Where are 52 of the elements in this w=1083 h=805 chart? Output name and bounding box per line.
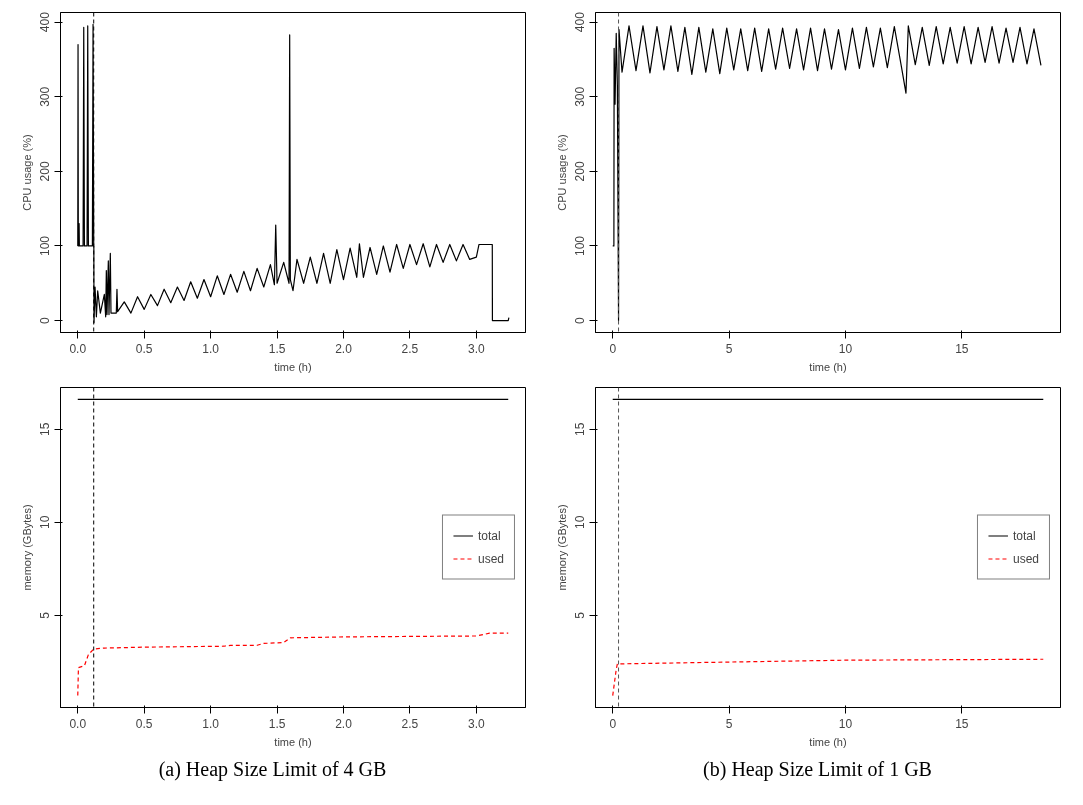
- y-tick-label: 10: [38, 515, 53, 530]
- x-axis-title: time (h): [809, 735, 847, 748]
- y-axis-title: CPU usage (%): [555, 134, 568, 211]
- x-tick-label: 3.0: [468, 341, 486, 356]
- x-tick-label: 5: [725, 716, 733, 731]
- y-tick-label: 400: [573, 11, 588, 33]
- x-tick-label: 0.5: [135, 341, 153, 356]
- y-tick-label: 300: [573, 86, 588, 107]
- x-tick-label: 1.0: [202, 716, 220, 731]
- x-axis-title: time (h): [274, 360, 312, 373]
- x-tick-label: 15: [955, 341, 969, 356]
- x-tick-label: 1.5: [268, 341, 286, 356]
- y-tick-label: 300: [38, 86, 53, 107]
- x-axis-title: time (h): [809, 360, 847, 373]
- x-tick-label: 0: [609, 716, 617, 731]
- x-tick-label: 5: [725, 341, 733, 356]
- y-tick-label: 5: [38, 611, 53, 619]
- y-tick-label: 0: [38, 316, 53, 324]
- x-tick-label: 15: [955, 716, 969, 731]
- y-tick-label: 400: [38, 11, 53, 33]
- x-tick-label: 1.5: [268, 716, 286, 731]
- x-tick-label: 0.5: [135, 716, 153, 731]
- x-tick-label: 2.5: [401, 716, 419, 731]
- y-tick-label: 200: [38, 161, 53, 182]
- text: (a) Heap Size Limit of 4 GB: [158, 757, 387, 783]
- x-axis-title: time (h): [274, 735, 312, 748]
- legend-label: total: [477, 528, 501, 543]
- legend-label: used: [1012, 551, 1039, 566]
- x-tick-label: 2.0: [335, 341, 353, 356]
- y-axis-title: memory (GBytes): [20, 504, 33, 591]
- y-tick-label: 0: [573, 316, 588, 324]
- y-tick-label: 10: [573, 515, 588, 530]
- y-tick-label: 100: [38, 235, 53, 256]
- x-tick-label: 3.0: [468, 716, 486, 731]
- y-tick-label: 15: [573, 422, 588, 436]
- y-axis-title: memory (GBytes): [555, 504, 568, 591]
- y-tick-label: 15: [38, 422, 53, 436]
- text: (b) Heap Size Limit of 1 GB: [703, 757, 932, 783]
- x-tick-label: 1.0: [202, 341, 220, 356]
- x-tick-label: 2.5: [401, 341, 419, 356]
- legend-label: total: [1012, 528, 1036, 543]
- x-tick-label: 0.0: [69, 341, 87, 356]
- y-tick-label: 5: [573, 611, 588, 619]
- legend-label: used: [477, 551, 504, 566]
- y-tick-label: 200: [573, 161, 588, 182]
- y-tick-label: 100: [573, 235, 588, 256]
- x-tick-label: 10: [838, 341, 853, 356]
- x-tick-label: 2.0: [335, 716, 353, 731]
- x-tick-label: 10: [838, 716, 853, 731]
- x-tick-label: 0: [609, 341, 617, 356]
- x-tick-label: 0.0: [69, 716, 87, 731]
- y-axis-title: CPU usage (%): [20, 134, 33, 211]
